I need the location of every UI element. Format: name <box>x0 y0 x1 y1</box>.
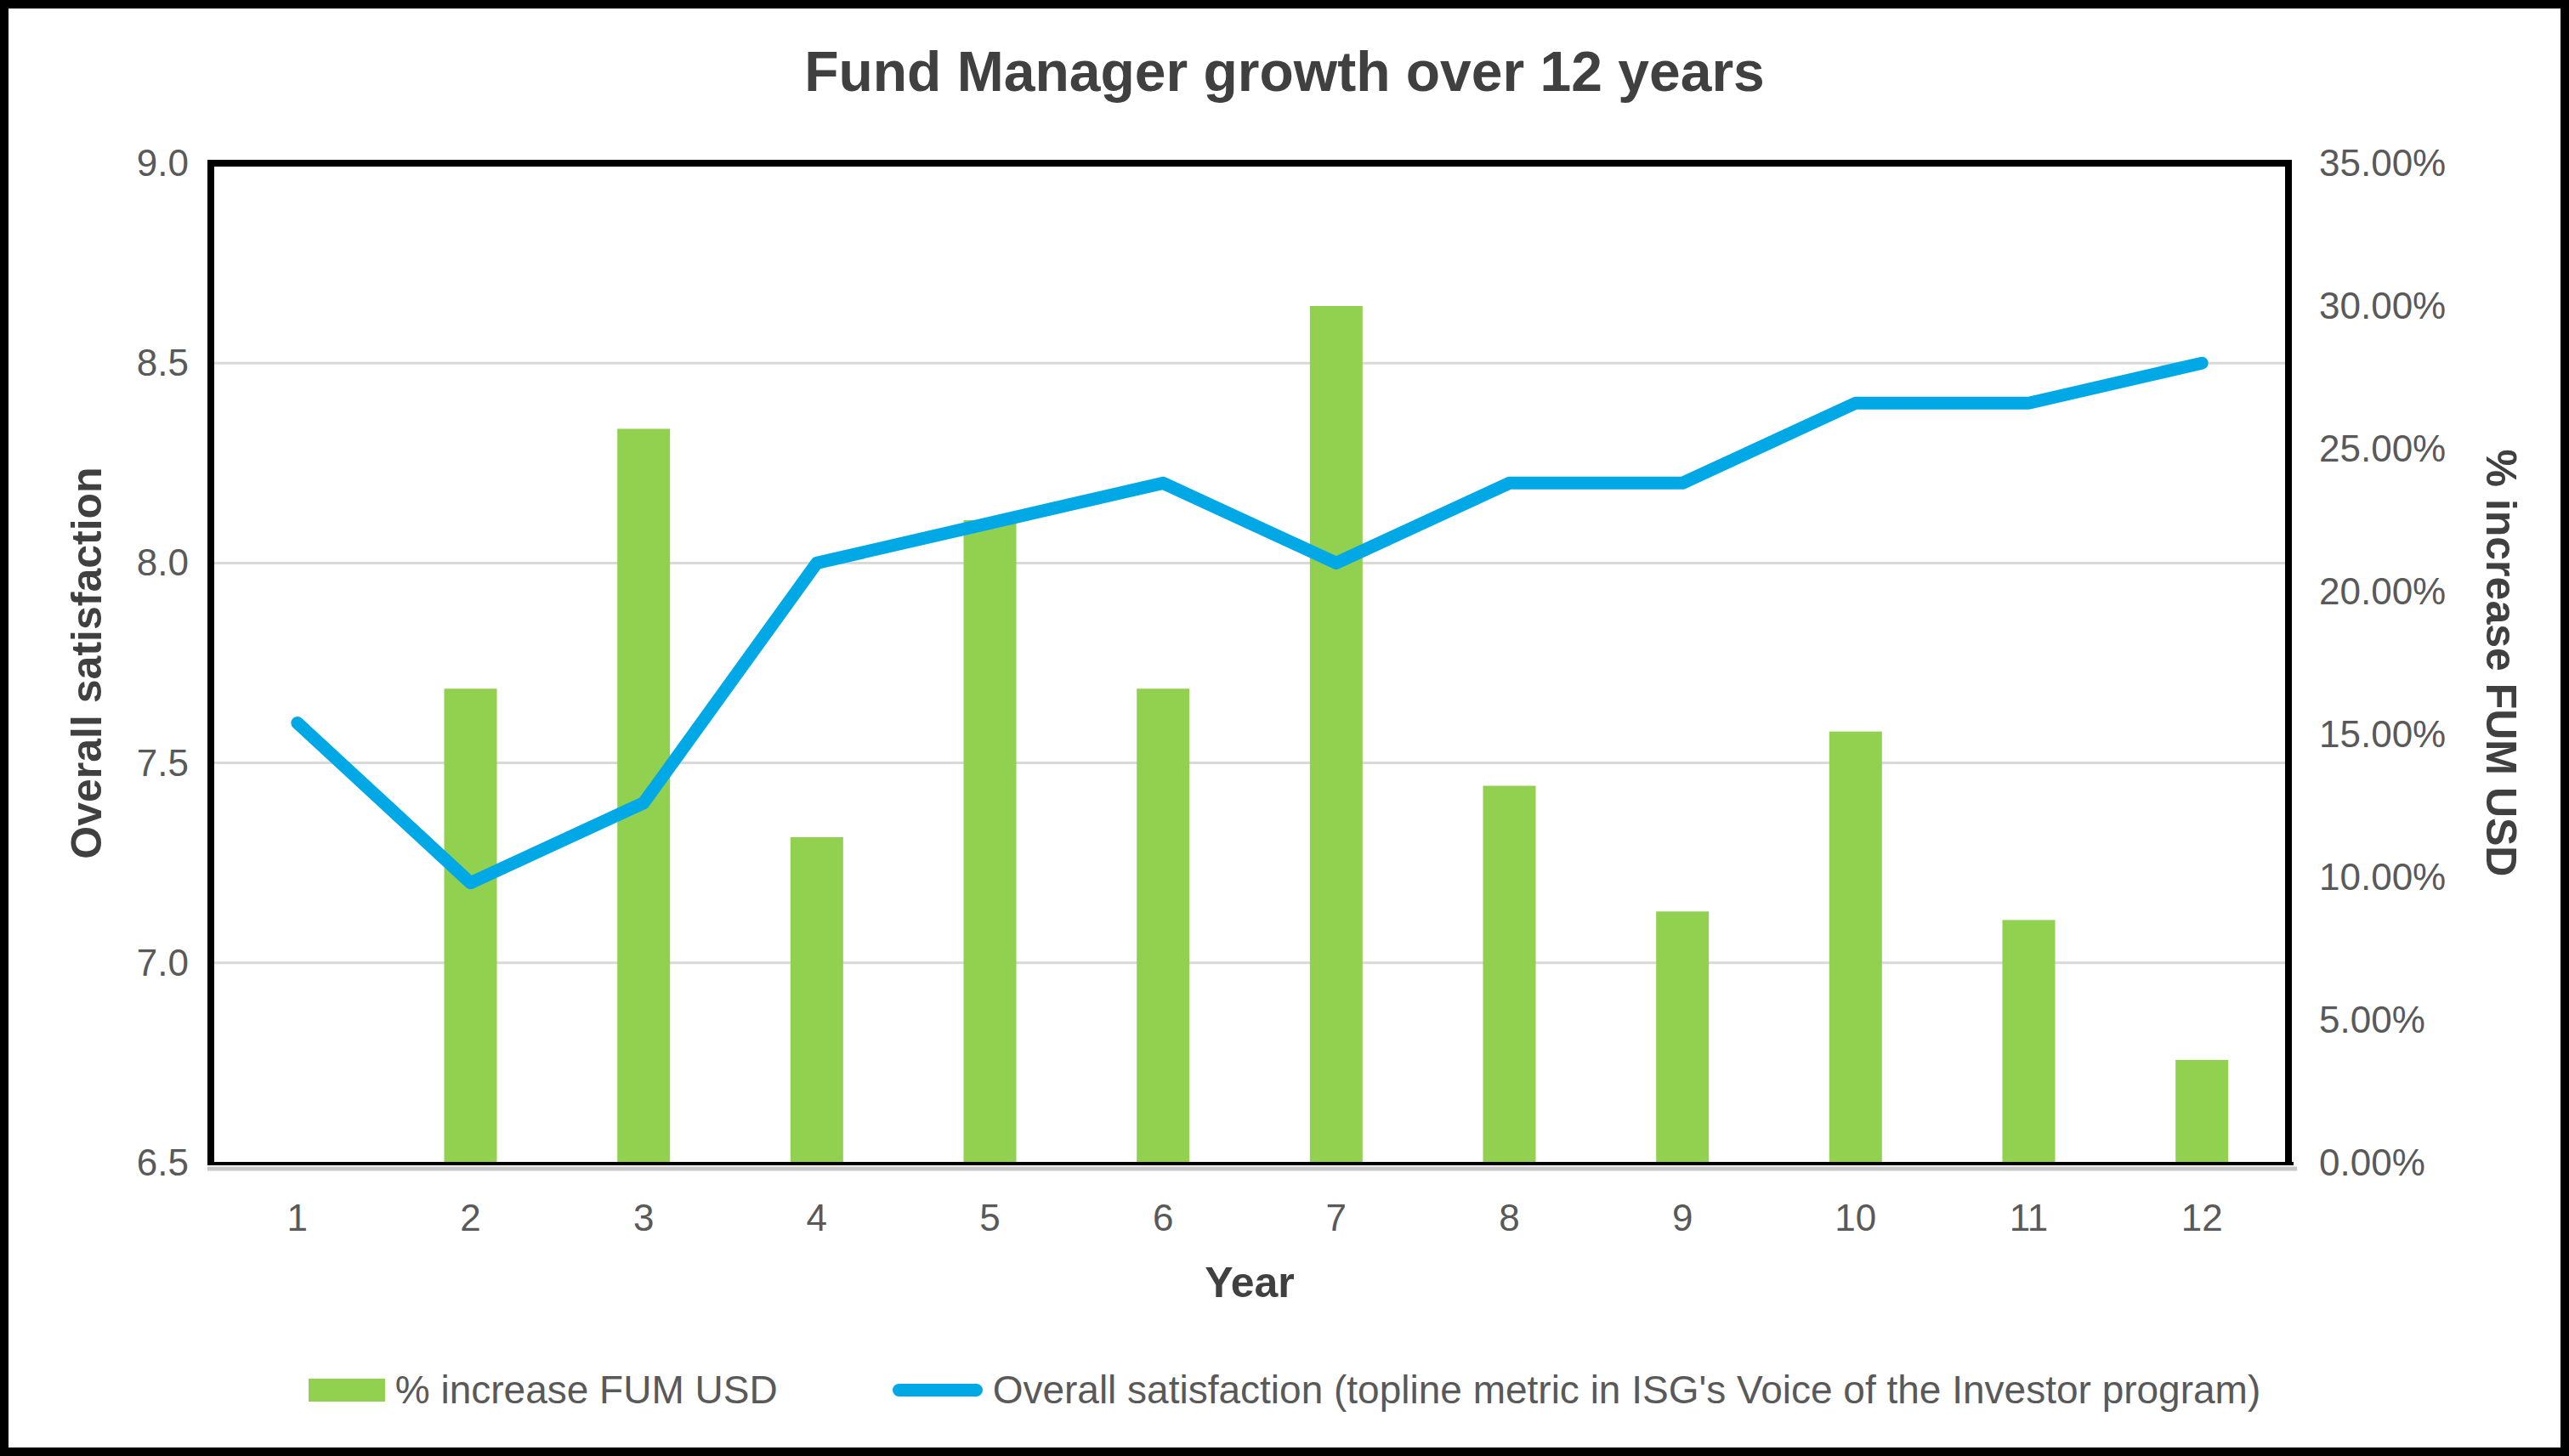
x-axis-tick: 8 <box>1499 1197 1519 1238</box>
left-axis-tick: 6.5 <box>137 1142 189 1183</box>
x-axis-tick: 7 <box>1326 1197 1347 1238</box>
legend-item-fum: % increase FUM USD <box>309 1367 778 1413</box>
right-axis-tick: 30.00% <box>2319 285 2446 326</box>
right-axis-tick: 5.00% <box>2319 999 2425 1040</box>
right-axis-tick: 35.00% <box>2319 142 2446 184</box>
bar-year-6 <box>1137 688 1189 1163</box>
x-axis-tick: 11 <box>2010 1197 2049 1238</box>
plot-border <box>211 163 2288 1163</box>
right-axis-title: % increase FUM USD <box>2476 450 2526 877</box>
x-axis-tick: 4 <box>807 1197 827 1238</box>
bar-year-11 <box>2003 920 2056 1163</box>
right-axis-tick: 0.00% <box>2319 1142 2425 1183</box>
bar-year-7 <box>1310 306 1363 1163</box>
legend-item-satisfaction: Overall satisfaction (topline metric in … <box>893 1367 2261 1413</box>
bar-year-8 <box>1483 785 1536 1163</box>
right-axis-tick: 10.00% <box>2319 856 2446 898</box>
bar-year-9 <box>1656 911 1709 1163</box>
legend-label-satisfaction: Overall satisfaction (topline metric in … <box>993 1367 2261 1413</box>
left-axis-tick: 8.5 <box>137 342 189 383</box>
legend: % increase FUM USD Overall satisfaction … <box>0 1367 2569 1413</box>
satisfaction-line <box>298 363 2202 883</box>
left-axis-title: Overall satisfaction <box>62 467 111 858</box>
left-axis-tick: 7.5 <box>137 742 189 784</box>
right-axis-tick: 20.00% <box>2319 570 2446 612</box>
bar-series-swatch <box>309 1379 385 1402</box>
line-series-swatch <box>893 1384 983 1397</box>
chart-title: Fund Manager growth over 12 years <box>0 39 2569 104</box>
right-axis-tick: 15.00% <box>2319 713 2446 755</box>
right-axis-tick: 25.00% <box>2319 428 2446 469</box>
bar-year-12 <box>2175 1060 2228 1163</box>
x-axis-tick: 3 <box>633 1197 654 1238</box>
bar-year-10 <box>1829 732 1882 1163</box>
chart-canvas: 9.08.58.07.57.06.535.00%30.00%25.00%20.0… <box>0 0 2569 1456</box>
left-axis-tick: 7.0 <box>137 942 189 983</box>
x-axis-tick: 6 <box>1153 1197 1173 1238</box>
left-axis-tick: 8.0 <box>137 541 189 583</box>
x-axis-tick: 12 <box>2181 1197 2223 1238</box>
x-axis-tick: 9 <box>1672 1197 1693 1238</box>
bar-year-5 <box>964 520 1017 1163</box>
x-axis-tick: 2 <box>460 1197 480 1238</box>
x-axis-title: Year <box>211 1258 2288 1307</box>
left-axis-tick: 9.0 <box>137 142 189 184</box>
legend-label-fum: % increase FUM USD <box>395 1367 778 1413</box>
bar-year-4 <box>791 837 843 1163</box>
bar-year-2 <box>445 688 497 1163</box>
x-axis-tick: 10 <box>1835 1197 1876 1238</box>
x-axis-tick: 1 <box>287 1197 308 1238</box>
plot-area: 9.08.58.07.57.06.535.00%30.00%25.00%20.0… <box>0 0 2569 1456</box>
x-axis-tick: 5 <box>979 1197 1000 1238</box>
